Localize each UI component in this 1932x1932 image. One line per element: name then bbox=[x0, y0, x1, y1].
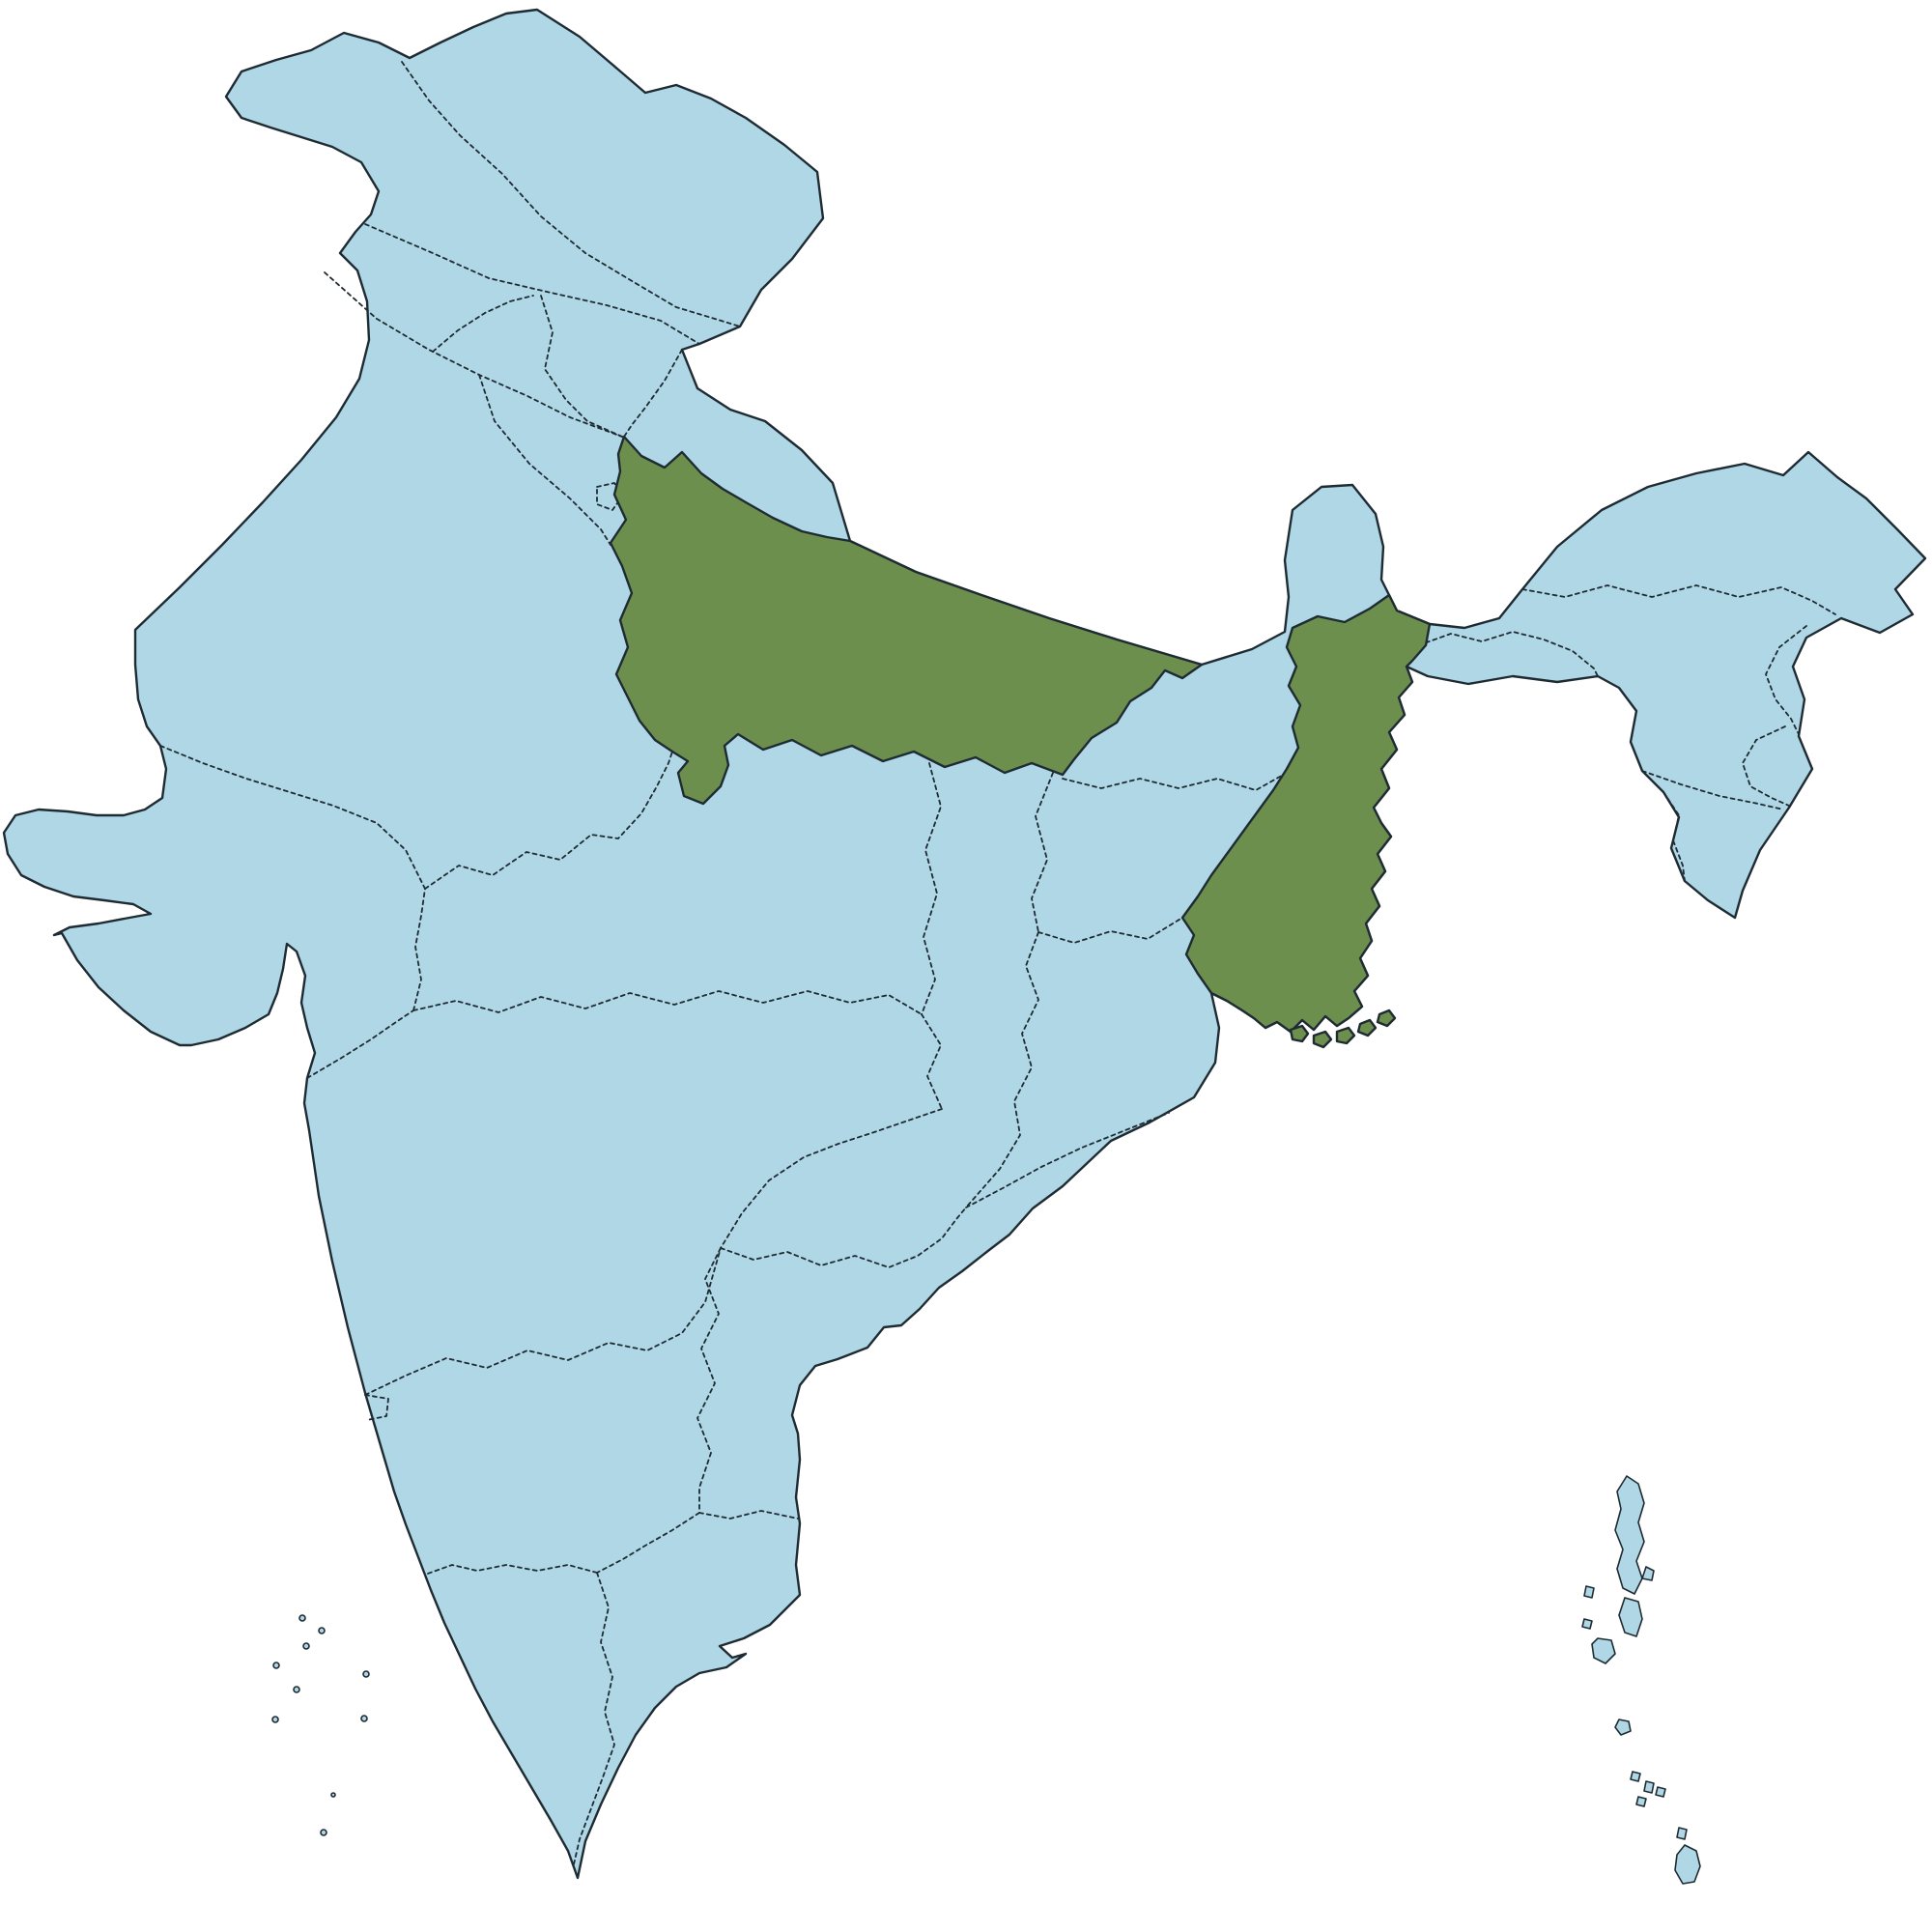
boundary-gujarat-maharashtra bbox=[306, 1009, 414, 1079]
boundary-jammukashmir-ladakh bbox=[401, 61, 741, 327]
boundary-jharkhand-odisha bbox=[1037, 917, 1183, 944]
west-bengal-delta-island[interactable] bbox=[1356, 1018, 1378, 1037]
island-little-nicobar[interactable] bbox=[1676, 1827, 1688, 1840]
island-lakshadweep-dot[interactable] bbox=[318, 1627, 326, 1634]
boundary-andhrapradesh-tamilnadu bbox=[698, 1510, 799, 1520]
boundary-assam-manipur bbox=[1742, 725, 1790, 807]
boundary-assam-meghalaya bbox=[1406, 631, 1599, 677]
boundary-assam-mizoram bbox=[1641, 770, 1784, 810]
west-bengal-delta-island[interactable] bbox=[1312, 1030, 1333, 1049]
island-little-andaman[interactable] bbox=[1591, 1637, 1616, 1664]
boundary-rajasthan-gujarat bbox=[159, 745, 426, 890]
boundary-madhyapradesh-chhattisgarh bbox=[921, 762, 942, 1015]
west-bengal-delta-island[interactable] bbox=[1289, 1024, 1310, 1043]
boundary-jammukashmir-south bbox=[364, 223, 700, 345]
island-ritchie-archipelago[interactable] bbox=[1641, 1566, 1655, 1581]
west-bengal-delta-island[interactable] bbox=[1376, 1009, 1397, 1028]
boundary-jharkhand-chhattisgarh bbox=[1031, 772, 1054, 933]
boundary-goa bbox=[364, 1394, 389, 1421]
boundary-maharashtra-chhattisgarh bbox=[921, 1013, 943, 1110]
island-lakshadweep-dot[interactable] bbox=[360, 1715, 368, 1722]
boundary-maharashtra-karnataka bbox=[364, 1247, 722, 1396]
island-lakshadweep-dot[interactable] bbox=[293, 1686, 300, 1693]
boundary-odisha-andhrapradesh bbox=[965, 1112, 1170, 1208]
boundary-kerala-tamilnadu bbox=[573, 1572, 615, 1865]
boundary-himachal-uttarakhand bbox=[623, 349, 683, 438]
island-andaman-islet[interactable] bbox=[1581, 1618, 1593, 1630]
island-nicobar-islet[interactable] bbox=[1643, 1780, 1655, 1794]
boundary-karnataka-andhrapradesh bbox=[696, 1247, 722, 1514]
island-great-nicobar[interactable] bbox=[1674, 1844, 1701, 1885]
island-lakshadweep-dot[interactable] bbox=[362, 1670, 370, 1678]
island-car-nicobar[interactable] bbox=[1614, 1719, 1632, 1736]
island-nicobar-islet[interactable] bbox=[1630, 1771, 1641, 1782]
boundary-kerala-karnataka bbox=[424, 1564, 598, 1576]
state-uttar-pradesh[interactable] bbox=[609, 435, 1204, 806]
boundary-madhyapradesh-maharashtra bbox=[412, 990, 923, 1015]
boundary-punjab-haryana bbox=[432, 295, 534, 353]
island-south-andaman[interactable] bbox=[1618, 1597, 1643, 1637]
island-lakshadweep-dot[interactable] bbox=[272, 1662, 280, 1669]
island-lakshadweep-dot[interactable] bbox=[330, 1792, 336, 1798]
boundary-bihar-jharkhand bbox=[1062, 772, 1288, 791]
boundary-gujarat-madhyapradesh bbox=[412, 888, 426, 1011]
boundary-assam-arunachal bbox=[1521, 584, 1836, 615]
island-north-middle-andaman[interactable] bbox=[1614, 1475, 1645, 1595]
island-nicobar-islet[interactable] bbox=[1655, 1786, 1666, 1798]
boundary-assam-nagaland bbox=[1765, 625, 1807, 735]
boundary-tripura-mizoram bbox=[1662, 791, 1686, 882]
state-west-bengal[interactable] bbox=[1180, 593, 1432, 1034]
boundary-maharashtra-telangana bbox=[720, 1108, 943, 1249]
island-lakshadweep-dot[interactable] bbox=[320, 1829, 327, 1836]
west-bengal-delta-island[interactable] bbox=[1335, 1026, 1356, 1045]
boundary-telangana-andhrapradesh bbox=[720, 1207, 967, 1268]
island-lakshadweep-dot[interactable] bbox=[298, 1614, 306, 1622]
boundary-chhattisgarh-odisha bbox=[965, 931, 1039, 1208]
boundary-punjab-himachal bbox=[540, 295, 623, 438]
island-lakshadweep-dot[interactable] bbox=[271, 1716, 279, 1723]
boundary-rajasthan-madhyapradesh bbox=[424, 751, 673, 890]
boundary-karnataka-tamilnadu bbox=[596, 1512, 700, 1574]
boundary-haryana-rajasthan bbox=[478, 374, 611, 546]
island-andaman-islet[interactable] bbox=[1583, 1585, 1595, 1599]
island-nicobar-islet[interactable] bbox=[1635, 1796, 1647, 1807]
india-mainland[interactable] bbox=[2, 8, 1927, 1880]
island-lakshadweep-dot[interactable] bbox=[302, 1642, 310, 1650]
